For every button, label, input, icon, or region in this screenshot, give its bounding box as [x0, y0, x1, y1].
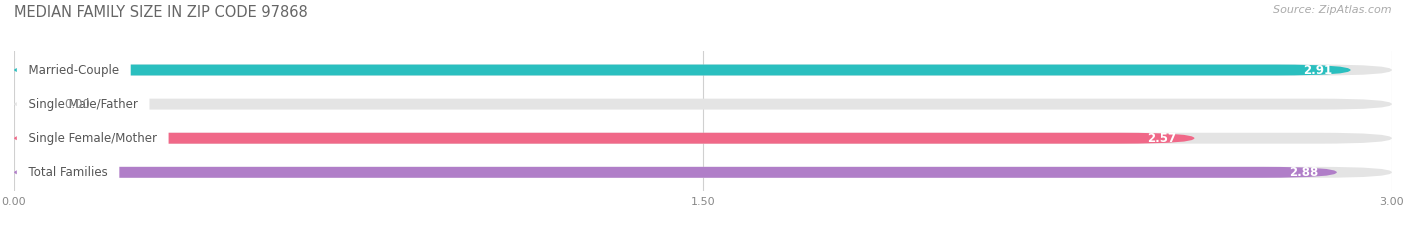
FancyBboxPatch shape	[14, 65, 1351, 75]
FancyBboxPatch shape	[14, 99, 1392, 110]
Text: Married-Couple: Married-Couple	[21, 64, 127, 76]
FancyBboxPatch shape	[14, 65, 1392, 75]
Text: 2.57: 2.57	[1147, 132, 1175, 145]
Text: Single Male/Father: Single Male/Father	[21, 98, 145, 111]
Text: Total Families: Total Families	[21, 166, 115, 179]
FancyBboxPatch shape	[14, 133, 1195, 144]
Text: 2.88: 2.88	[1289, 166, 1319, 179]
Text: 2.91: 2.91	[1303, 64, 1333, 76]
Text: MEDIAN FAMILY SIZE IN ZIP CODE 97868: MEDIAN FAMILY SIZE IN ZIP CODE 97868	[14, 5, 308, 20]
FancyBboxPatch shape	[14, 133, 1392, 144]
Text: 0.00: 0.00	[65, 98, 90, 111]
FancyBboxPatch shape	[14, 167, 1337, 178]
FancyBboxPatch shape	[14, 167, 1392, 178]
Text: Source: ZipAtlas.com: Source: ZipAtlas.com	[1274, 5, 1392, 15]
Text: Single Female/Mother: Single Female/Mother	[21, 132, 165, 145]
